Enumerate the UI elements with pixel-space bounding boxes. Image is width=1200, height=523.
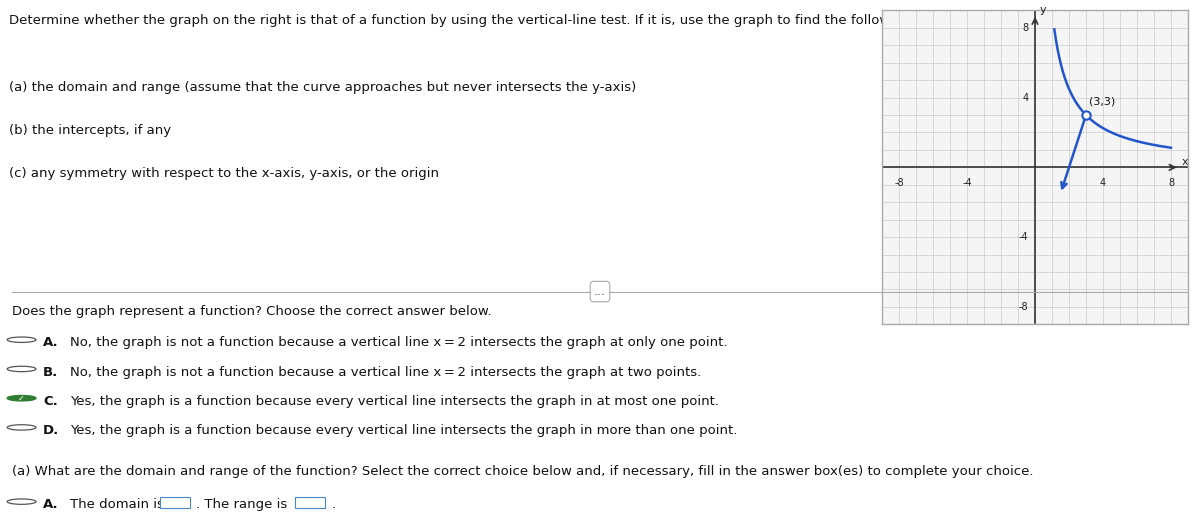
Text: (b) the intercepts, if any: (b) the intercepts, if any bbox=[8, 124, 170, 137]
Text: B.: B. bbox=[43, 366, 59, 379]
Text: D.: D. bbox=[43, 424, 60, 437]
FancyBboxPatch shape bbox=[160, 497, 190, 508]
Text: 4: 4 bbox=[1100, 178, 1106, 188]
Text: Determine whether the graph on the right is that of a function by using the vert: Determine whether the graph on the right… bbox=[8, 15, 914, 27]
Text: 8: 8 bbox=[1168, 178, 1174, 188]
Text: ✓: ✓ bbox=[18, 394, 25, 403]
Text: 8: 8 bbox=[1022, 23, 1028, 33]
Text: -8: -8 bbox=[1019, 302, 1028, 312]
Text: Does the graph represent a function? Choose the correct answer below.: Does the graph represent a function? Cho… bbox=[12, 305, 492, 318]
Text: 4: 4 bbox=[1022, 93, 1028, 103]
Text: (c) any symmetry with respect to the x-axis, y-axis, or the origin: (c) any symmetry with respect to the x-a… bbox=[8, 167, 439, 180]
Text: y: y bbox=[1040, 5, 1046, 16]
Text: . The range is: . The range is bbox=[196, 498, 287, 511]
Text: -4: -4 bbox=[1019, 232, 1028, 242]
Text: .: . bbox=[331, 498, 335, 511]
Text: C.: C. bbox=[43, 395, 58, 408]
Text: -8: -8 bbox=[894, 178, 904, 188]
FancyBboxPatch shape bbox=[295, 497, 325, 508]
Text: x: x bbox=[1181, 157, 1188, 167]
Text: A.: A. bbox=[43, 498, 59, 511]
Text: (3,3): (3,3) bbox=[1090, 96, 1116, 106]
Text: The domain is: The domain is bbox=[70, 498, 163, 511]
Text: ...: ... bbox=[594, 285, 606, 298]
Text: A.: A. bbox=[43, 336, 59, 349]
Text: -4: -4 bbox=[962, 178, 972, 188]
Text: No, the graph is not a function because a vertical line x = 2 intersects the gra: No, the graph is not a function because … bbox=[70, 366, 701, 379]
Text: No, the graph is not a function because a vertical line x = 2 intersects the gra: No, the graph is not a function because … bbox=[70, 336, 727, 349]
Circle shape bbox=[7, 395, 36, 401]
Text: (a) What are the domain and range of the function? Select the correct choice bel: (a) What are the domain and range of the… bbox=[12, 464, 1033, 477]
Text: Yes, the graph is a function because every vertical line intersects the graph in: Yes, the graph is a function because eve… bbox=[70, 424, 737, 437]
Text: Yes, the graph is a function because every vertical line intersects the graph in: Yes, the graph is a function because eve… bbox=[70, 395, 719, 408]
Text: (a) the domain and range (assume that the curve approaches but never intersects : (a) the domain and range (assume that th… bbox=[8, 81, 636, 94]
